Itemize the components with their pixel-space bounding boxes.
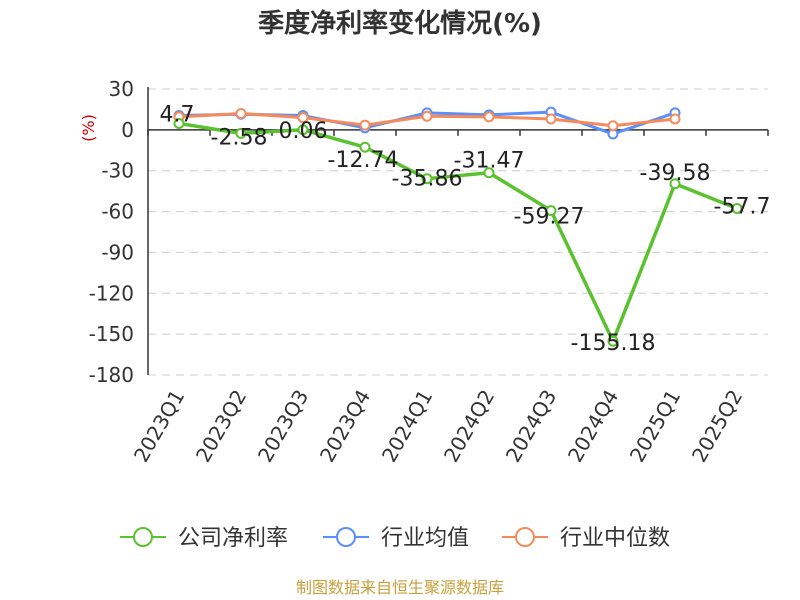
y-tick-label: -90 (101, 240, 134, 264)
y-tick-label: -120 (89, 281, 134, 305)
data-label: -35.86 (392, 167, 463, 192)
x-tick-label: 2025Q1 (625, 386, 685, 467)
x-tick-label: 2024Q3 (501, 386, 561, 467)
legend-label: 行业均值 (381, 526, 469, 551)
data-point (421, 110, 433, 122)
data-point (607, 120, 619, 132)
data-label: -2.58 (211, 125, 268, 150)
y-tick-label: 0 (121, 118, 134, 142)
data-label: 0.06 (279, 119, 328, 144)
x-tick-label: 2023Q4 (315, 386, 375, 467)
y-tick-label: -180 (89, 363, 134, 387)
data-point (421, 173, 433, 185)
legend-item[interactable]: 行业中位数 (502, 526, 670, 551)
series-line-0 (178, 121, 738, 343)
x-tick-label: 2024Q2 (439, 386, 499, 467)
legend-item[interactable]: 行业均值 (323, 526, 469, 551)
x-tick-label: 2025Q2 (687, 386, 747, 467)
y-axis-ticks: 30 0 -30 -60 -90 -120 -150 -180 (89, 77, 134, 387)
y-tick-label: -150 (89, 322, 134, 346)
data-label: -31.47 (454, 149, 525, 174)
data-labels: 4.7 -2.58 0.06-12.74-35.86-31.47 -59.27 -155… (160, 102, 771, 356)
data-point (669, 178, 681, 190)
data-point (545, 113, 557, 125)
data-point (359, 141, 371, 153)
y-tick-label: -60 (101, 200, 134, 224)
data-label: -39.58 (640, 161, 711, 186)
data-label: -12.74 (328, 148, 399, 173)
data-point (173, 117, 185, 129)
legend-label: 行业中位数 (560, 526, 670, 551)
x-tick-label: 2023Q3 (253, 386, 313, 467)
data-point (545, 205, 557, 217)
gridlines (148, 88, 768, 376)
legend[interactable]: 公司净利率 行业均值 行业中位数 (120, 526, 670, 551)
legend-label: 公司净利率 (178, 526, 288, 551)
data-point (235, 127, 247, 139)
y-axis-unit: (%) (79, 114, 98, 142)
legend-marker (133, 527, 153, 547)
x-tick-label: 2023Q1 (129, 386, 189, 467)
x-tick-label: 2023Q2 (191, 386, 251, 467)
data-source-footer: 制图数据来自恒生聚源数据库 (296, 578, 504, 597)
legend-marker (336, 527, 356, 547)
data-label: -155.18 (571, 331, 656, 356)
series-lines (173, 106, 743, 347)
data-label: 4.7 (160, 102, 195, 127)
data-point (607, 335, 619, 347)
data-point (235, 108, 247, 120)
data-label: -59.27 (514, 205, 585, 230)
data-point (483, 111, 495, 123)
data-point (731, 202, 743, 214)
data-point (297, 112, 309, 124)
data-point (359, 119, 371, 131)
data-point (669, 113, 681, 125)
y-tick-label: 30 (109, 77, 134, 101)
data-point (297, 124, 309, 136)
x-tick-label: 2024Q1 (377, 386, 437, 467)
legend-marker (515, 527, 535, 547)
legend-item[interactable]: 公司净利率 (120, 526, 288, 551)
data-point (483, 167, 495, 179)
x-tick-label: 2024Q4 (563, 386, 623, 467)
y-tick-label: -30 (101, 159, 134, 183)
data-label: -57.7 (714, 194, 771, 219)
chart-title: 季度净利率变化情况(%) (258, 8, 542, 39)
